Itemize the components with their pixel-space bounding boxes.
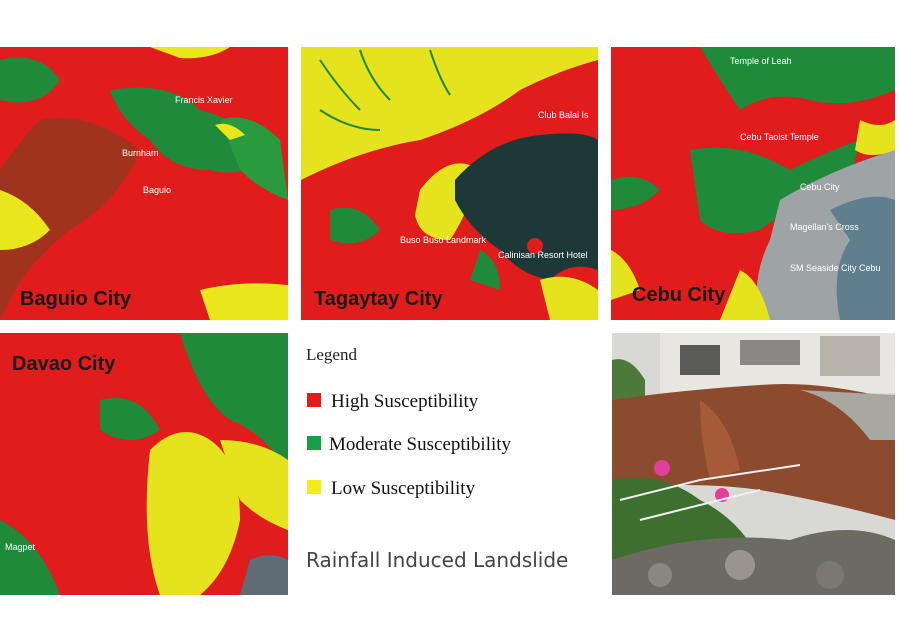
legend-label: High Susceptibility [331,391,479,412]
place-label: Baguio [143,185,171,195]
caption: Rainfall Induced Landslide [306,548,568,572]
place-label: Club Balai Is [538,110,589,120]
place-label: Buso Buso Landmark [400,235,487,245]
place-label: Cebu City [800,182,840,192]
legend-label: Moderate Susceptibility [329,434,512,455]
place-label: Burnham [122,148,159,158]
panel-label: Baguio City [20,288,132,310]
place-label: Magpet [5,542,36,552]
legend-title: Legend [306,345,357,364]
legend: Legend High Susceptibility Moderate Susc… [306,345,568,572]
landslide-photo [612,333,895,595]
davao-map: Magpet Davao City [0,333,288,595]
place-label: Temple of Leah [730,56,792,66]
place-label: Francis Xavier [175,95,233,105]
place-label: Calinisan Resort Hotel [498,250,588,260]
panel-label: Tagaytay City [314,288,443,310]
legend-label: Low Susceptibility [331,478,476,499]
panel-label: Cebu City [632,284,726,306]
cebu-map: Cebu Taoist Temple Cebu City Magellan's … [611,47,895,320]
legend-swatch [307,436,321,450]
place-label: Magellan's Cross [790,222,859,232]
legend-swatch [307,480,321,494]
tagaytay-map: Club Balai Is Calinisan Resort Hotel Bus… [301,47,598,320]
place-label: Cebu Taoist Temple [740,132,819,142]
panel-label: Davao City [12,353,116,375]
place-label: SM Seaside City Cebu [790,263,881,273]
baguio-map: Burnham Baguio Francis Xavier Baguio Cit… [0,47,288,320]
legend-swatch [307,393,321,407]
